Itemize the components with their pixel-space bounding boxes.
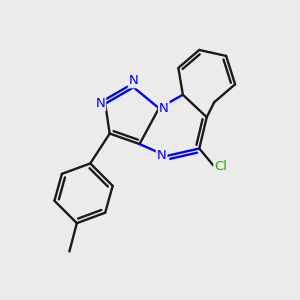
Text: N: N	[129, 74, 139, 87]
Text: Cl: Cl	[214, 160, 227, 173]
Text: N: N	[157, 149, 166, 163]
Text: N: N	[95, 97, 105, 110]
Text: N: N	[159, 102, 169, 115]
